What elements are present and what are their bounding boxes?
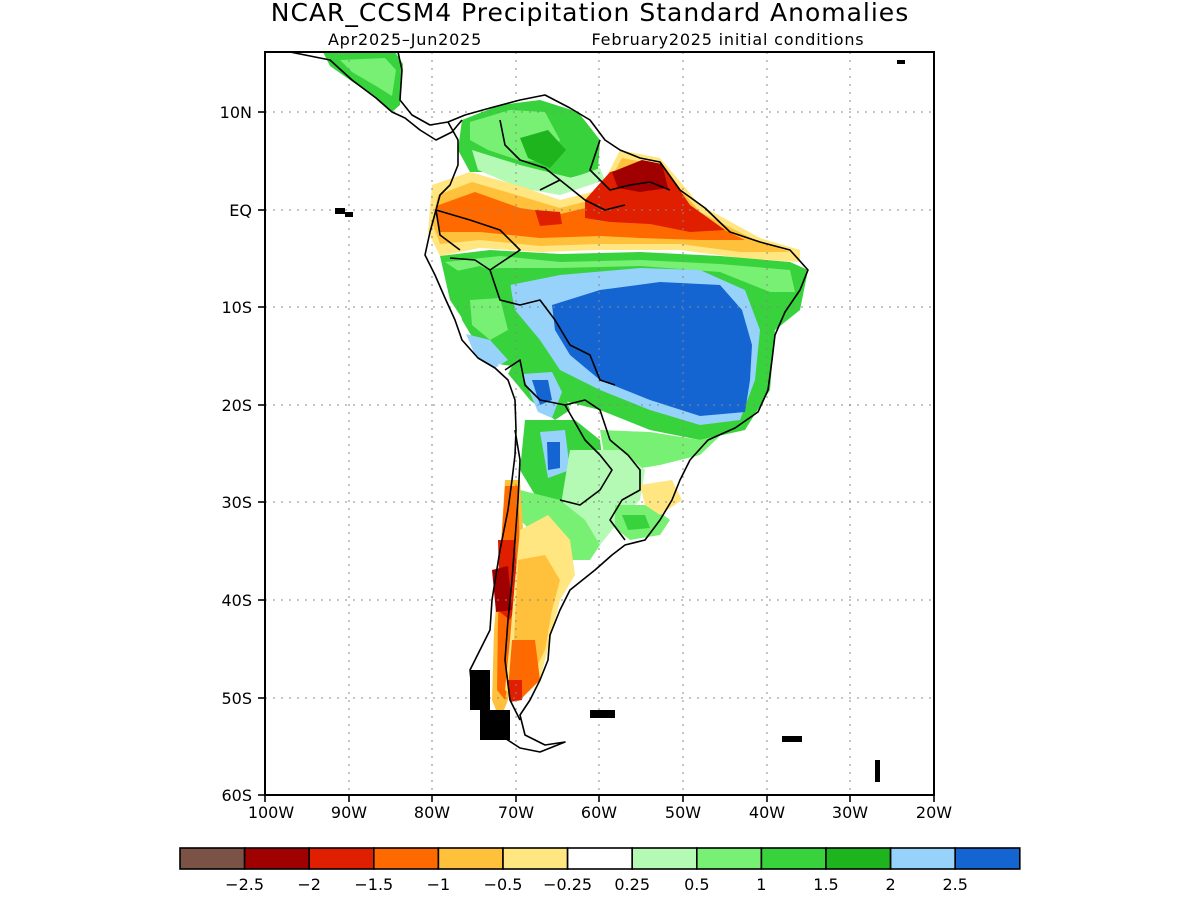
lat-label-40s: 40S: [221, 591, 252, 610]
lon-label-70w: 70W: [498, 803, 534, 822]
border-paraguay: [559, 404, 613, 506]
legend-swatch: [695, 847, 763, 870]
anomaly-south-brazil-coast: [640, 480, 682, 515]
legend-label: −2.5: [225, 875, 264, 894]
anomaly-uruguay-dark: [622, 515, 650, 530]
south-america-coast: [424, 94, 809, 753]
lon-labels: 100W 90W 80W 70W 60W 50W 40W 30W 20W: [248, 803, 952, 822]
lat-label-10n: 10N: [220, 103, 252, 122]
legend-labels: −2.5 −2 −1.5 −1 −0.5 −0.25 0.25 0.5 1 1.5 2 2.5: [225, 875, 968, 894]
legend-label: −0.5: [484, 875, 523, 894]
anomaly-field: [323, 52, 808, 720]
legend-swatch: [631, 847, 698, 870]
anomaly-peru-light: [470, 298, 508, 340]
lat-label-60s: 60S: [221, 786, 252, 805]
central-america-coast: [289, 52, 463, 141]
legend-swatch: [954, 847, 1021, 870]
lat-label-20s: 20S: [221, 396, 252, 415]
coastline: [289, 52, 809, 753]
legend-swatch: [308, 847, 375, 870]
lon-label-80w: 80W: [414, 803, 450, 822]
legend-label: −0.25: [543, 875, 592, 894]
lat-label-eq: EQ: [229, 201, 252, 220]
border-colombia-venezuela: [499, 119, 561, 191]
border-brazil-venezuela: [559, 179, 626, 211]
anomaly-argentina-green: [520, 490, 600, 560]
lon-label-90w: 90W: [331, 803, 367, 822]
lon-label-40w: 40W: [749, 803, 785, 822]
lat-label-50s: 50S: [221, 689, 252, 708]
border-guianas: [589, 139, 671, 191]
anomaly-amazon-red-patch: [535, 210, 562, 226]
anomaly-venezuela-pale: [472, 150, 605, 195]
lat-label-30s: 30S: [221, 493, 252, 512]
border-argentina-brazil: [609, 439, 641, 541]
legend-swatch: [825, 847, 892, 870]
plot-frame: [264, 51, 935, 796]
lon-axis: [264, 795, 935, 802]
lat-label-10s: 10S: [221, 298, 252, 317]
anomaly-paraguay-blue: [547, 442, 560, 470]
anomaly-brazil-blue: [552, 282, 752, 416]
lat-labels: 10N EQ 10S 20S 30S 40S 50S 60S: [220, 103, 252, 805]
lon-label-60w: 60W: [581, 803, 617, 822]
legend-label: 1: [756, 875, 766, 894]
legend-label: 2.5: [942, 875, 967, 894]
lon-label-50w: 50W: [665, 803, 701, 822]
forecast-period: Apr2025–Jun2025: [328, 30, 482, 49]
legend-swatch: [502, 847, 569, 870]
legend-swatch: [243, 847, 311, 870]
legend-swatch: [889, 847, 956, 870]
anomaly-patagonia-red: [508, 680, 522, 702]
lat-axis: [258, 111, 265, 796]
anomaly-amazon-light: [445, 256, 795, 292]
islands: [335, 60, 905, 782]
lon-label-100w: 100W: [248, 803, 295, 822]
legend-swatch: [372, 847, 440, 870]
anomaly-venezuela-dark: [520, 130, 566, 168]
legend-label: 0.25: [614, 875, 650, 894]
legend-label: −1: [427, 875, 451, 894]
legend-colorbar: [179, 847, 1021, 870]
legend-label: −2: [297, 875, 321, 894]
lon-label-20w: 20W: [916, 803, 952, 822]
border-chile-argentina: [504, 429, 521, 721]
border-bolivia: [504, 359, 611, 441]
graticule: [265, 52, 934, 795]
central-america-caribbean: [397, 52, 449, 126]
anomaly-central-america-light: [340, 58, 396, 96]
anomaly-bolivia-blue: [532, 380, 552, 405]
legend-swatch: [760, 847, 827, 870]
anomaly-peru-coast-blue: [466, 334, 508, 368]
map-title: NCAR_CCSM4 Precipitation Standard Anomal…: [271, 0, 909, 27]
legend-swatch: [566, 847, 633, 870]
legend-label: 0.5: [684, 875, 709, 894]
border-peru-brazil: [489, 269, 616, 386]
legend-label: −1.5: [354, 875, 393, 894]
legend-label: 2: [886, 875, 896, 894]
lon-label-30w: 30W: [832, 803, 868, 822]
legend-swatch: [437, 847, 504, 870]
initial-conditions: February2025 initial conditions: [592, 30, 865, 49]
legend-swatch: [179, 847, 246, 870]
border-ecuador: [435, 209, 461, 251]
legend-label: 1.5: [813, 875, 838, 894]
border-colombia-peru: [435, 209, 521, 271]
